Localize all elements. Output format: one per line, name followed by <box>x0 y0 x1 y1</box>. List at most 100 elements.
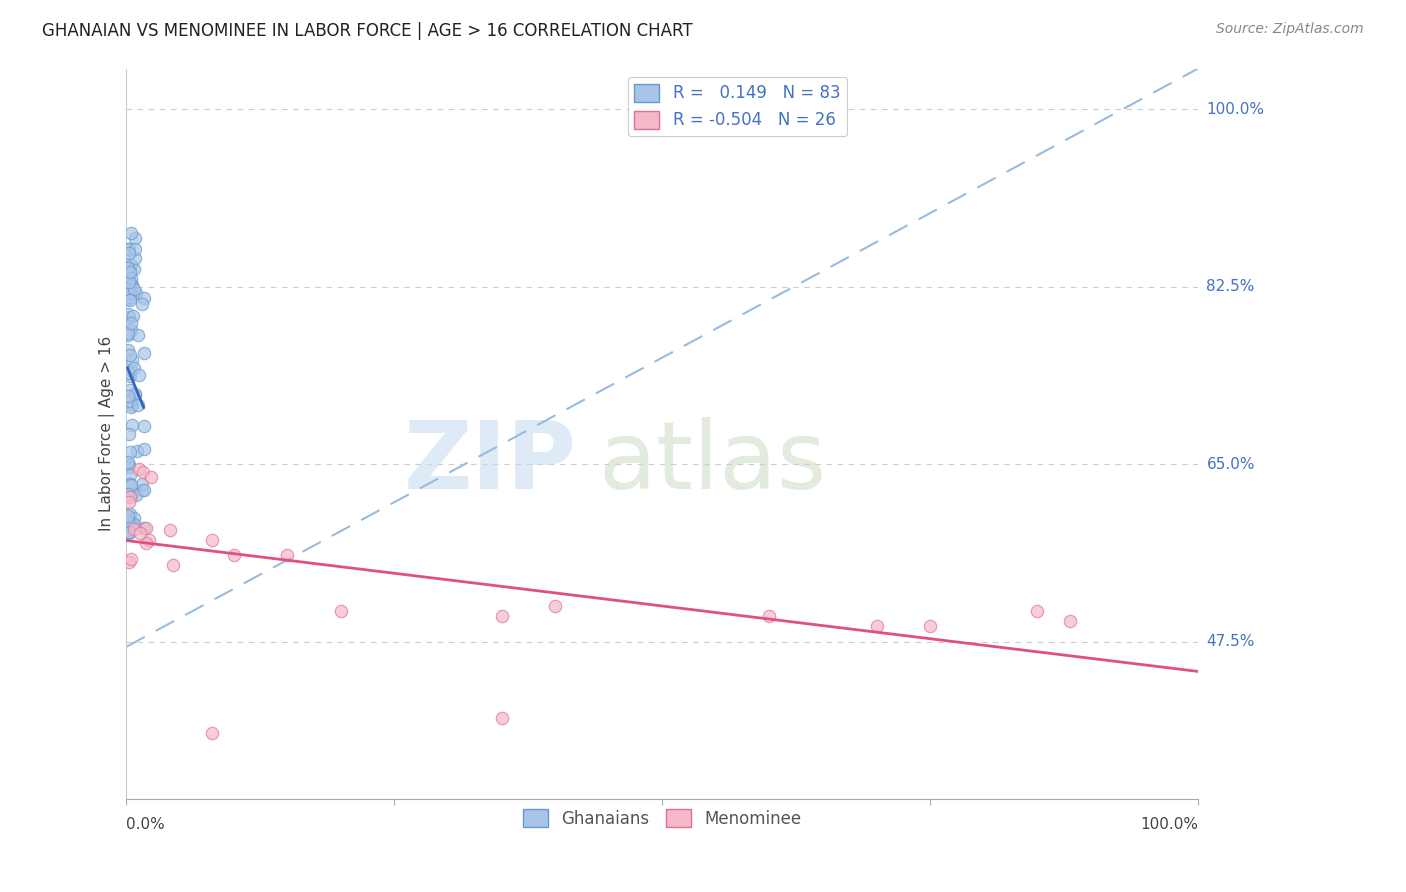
Point <box>120 285 142 300</box>
Point <box>117 508 139 523</box>
Point <box>222 549 245 563</box>
Point <box>118 468 141 483</box>
Text: atlas: atlas <box>598 417 827 509</box>
Point <box>132 466 155 480</box>
Point <box>121 278 143 293</box>
Y-axis label: In Labor Force | Age > 16: In Labor Force | Age > 16 <box>100 336 115 532</box>
Point <box>117 281 139 295</box>
Point <box>122 261 145 276</box>
Point <box>125 285 148 300</box>
Point <box>120 316 142 330</box>
Point <box>120 478 142 492</box>
Point <box>118 276 141 290</box>
Text: 47.5%: 47.5% <box>1206 634 1254 649</box>
Point <box>201 533 224 548</box>
Point <box>118 458 141 472</box>
Point <box>121 398 143 412</box>
Legend: Ghanaians, Menominee: Ghanaians, Menominee <box>516 802 808 834</box>
Point <box>128 526 150 541</box>
Point <box>122 310 145 324</box>
Point <box>122 517 145 532</box>
Point <box>124 388 146 402</box>
Point <box>124 387 146 401</box>
Point <box>127 327 149 342</box>
Point <box>120 290 142 304</box>
Point <box>117 261 139 276</box>
Point <box>865 619 887 633</box>
Point <box>118 525 141 540</box>
Point <box>118 427 141 442</box>
Point <box>117 454 139 468</box>
Point <box>118 476 141 491</box>
Point <box>117 343 139 358</box>
Point <box>920 619 942 633</box>
Point <box>132 419 155 434</box>
Point <box>117 243 139 257</box>
Point <box>118 459 141 474</box>
Point <box>162 558 184 572</box>
Point <box>201 726 224 740</box>
Point <box>135 536 157 550</box>
Point <box>131 296 153 310</box>
Point <box>117 282 139 296</box>
Point <box>1059 615 1081 629</box>
Point <box>135 521 157 535</box>
Point <box>118 242 141 256</box>
Point <box>120 323 142 337</box>
Point <box>132 291 155 305</box>
Text: ZIP: ZIP <box>404 417 576 509</box>
Point <box>120 516 142 530</box>
Point <box>132 345 155 359</box>
Point <box>138 533 160 547</box>
Text: 0.0%: 0.0% <box>127 817 166 832</box>
Point <box>120 264 142 278</box>
Point <box>131 476 153 491</box>
Point <box>120 401 142 415</box>
Point <box>544 599 567 614</box>
Point <box>118 444 141 458</box>
Point <box>120 258 142 272</box>
Point <box>117 525 139 540</box>
Point <box>125 444 148 458</box>
Point <box>125 488 148 502</box>
Point <box>117 494 139 508</box>
Point <box>1026 604 1049 618</box>
Point <box>120 369 142 384</box>
Point <box>117 285 139 300</box>
Point <box>491 609 513 624</box>
Point <box>120 507 142 521</box>
Point <box>132 521 155 535</box>
Point <box>117 476 139 491</box>
Point <box>120 552 142 566</box>
Point <box>118 268 141 282</box>
Point <box>120 489 142 503</box>
Point <box>118 490 141 504</box>
Point <box>491 711 513 725</box>
Point <box>120 271 142 285</box>
Point <box>120 363 142 377</box>
Point <box>128 368 150 383</box>
Text: 65.0%: 65.0% <box>1206 457 1256 472</box>
Text: GHANAIAN VS MENOMINEE IN LABOR FORCE | AGE > 16 CORRELATION CHART: GHANAIAN VS MENOMINEE IN LABOR FORCE | A… <box>42 22 693 40</box>
Point <box>118 293 141 308</box>
Point <box>118 366 141 380</box>
Point <box>276 549 298 563</box>
Point <box>117 487 139 501</box>
Point <box>127 398 149 412</box>
Point <box>117 285 139 299</box>
Point <box>117 555 139 569</box>
Text: 82.5%: 82.5% <box>1206 279 1254 294</box>
Point <box>118 310 141 324</box>
Point <box>758 609 780 624</box>
Point <box>121 418 143 433</box>
Point <box>117 306 139 320</box>
Point <box>120 349 142 363</box>
Point <box>124 360 146 375</box>
Point <box>124 242 146 256</box>
Point <box>124 231 146 245</box>
Text: 100.0%: 100.0% <box>1140 817 1198 832</box>
Point <box>117 293 139 307</box>
Point <box>118 393 141 408</box>
Point <box>117 515 139 529</box>
Point <box>117 326 139 340</box>
